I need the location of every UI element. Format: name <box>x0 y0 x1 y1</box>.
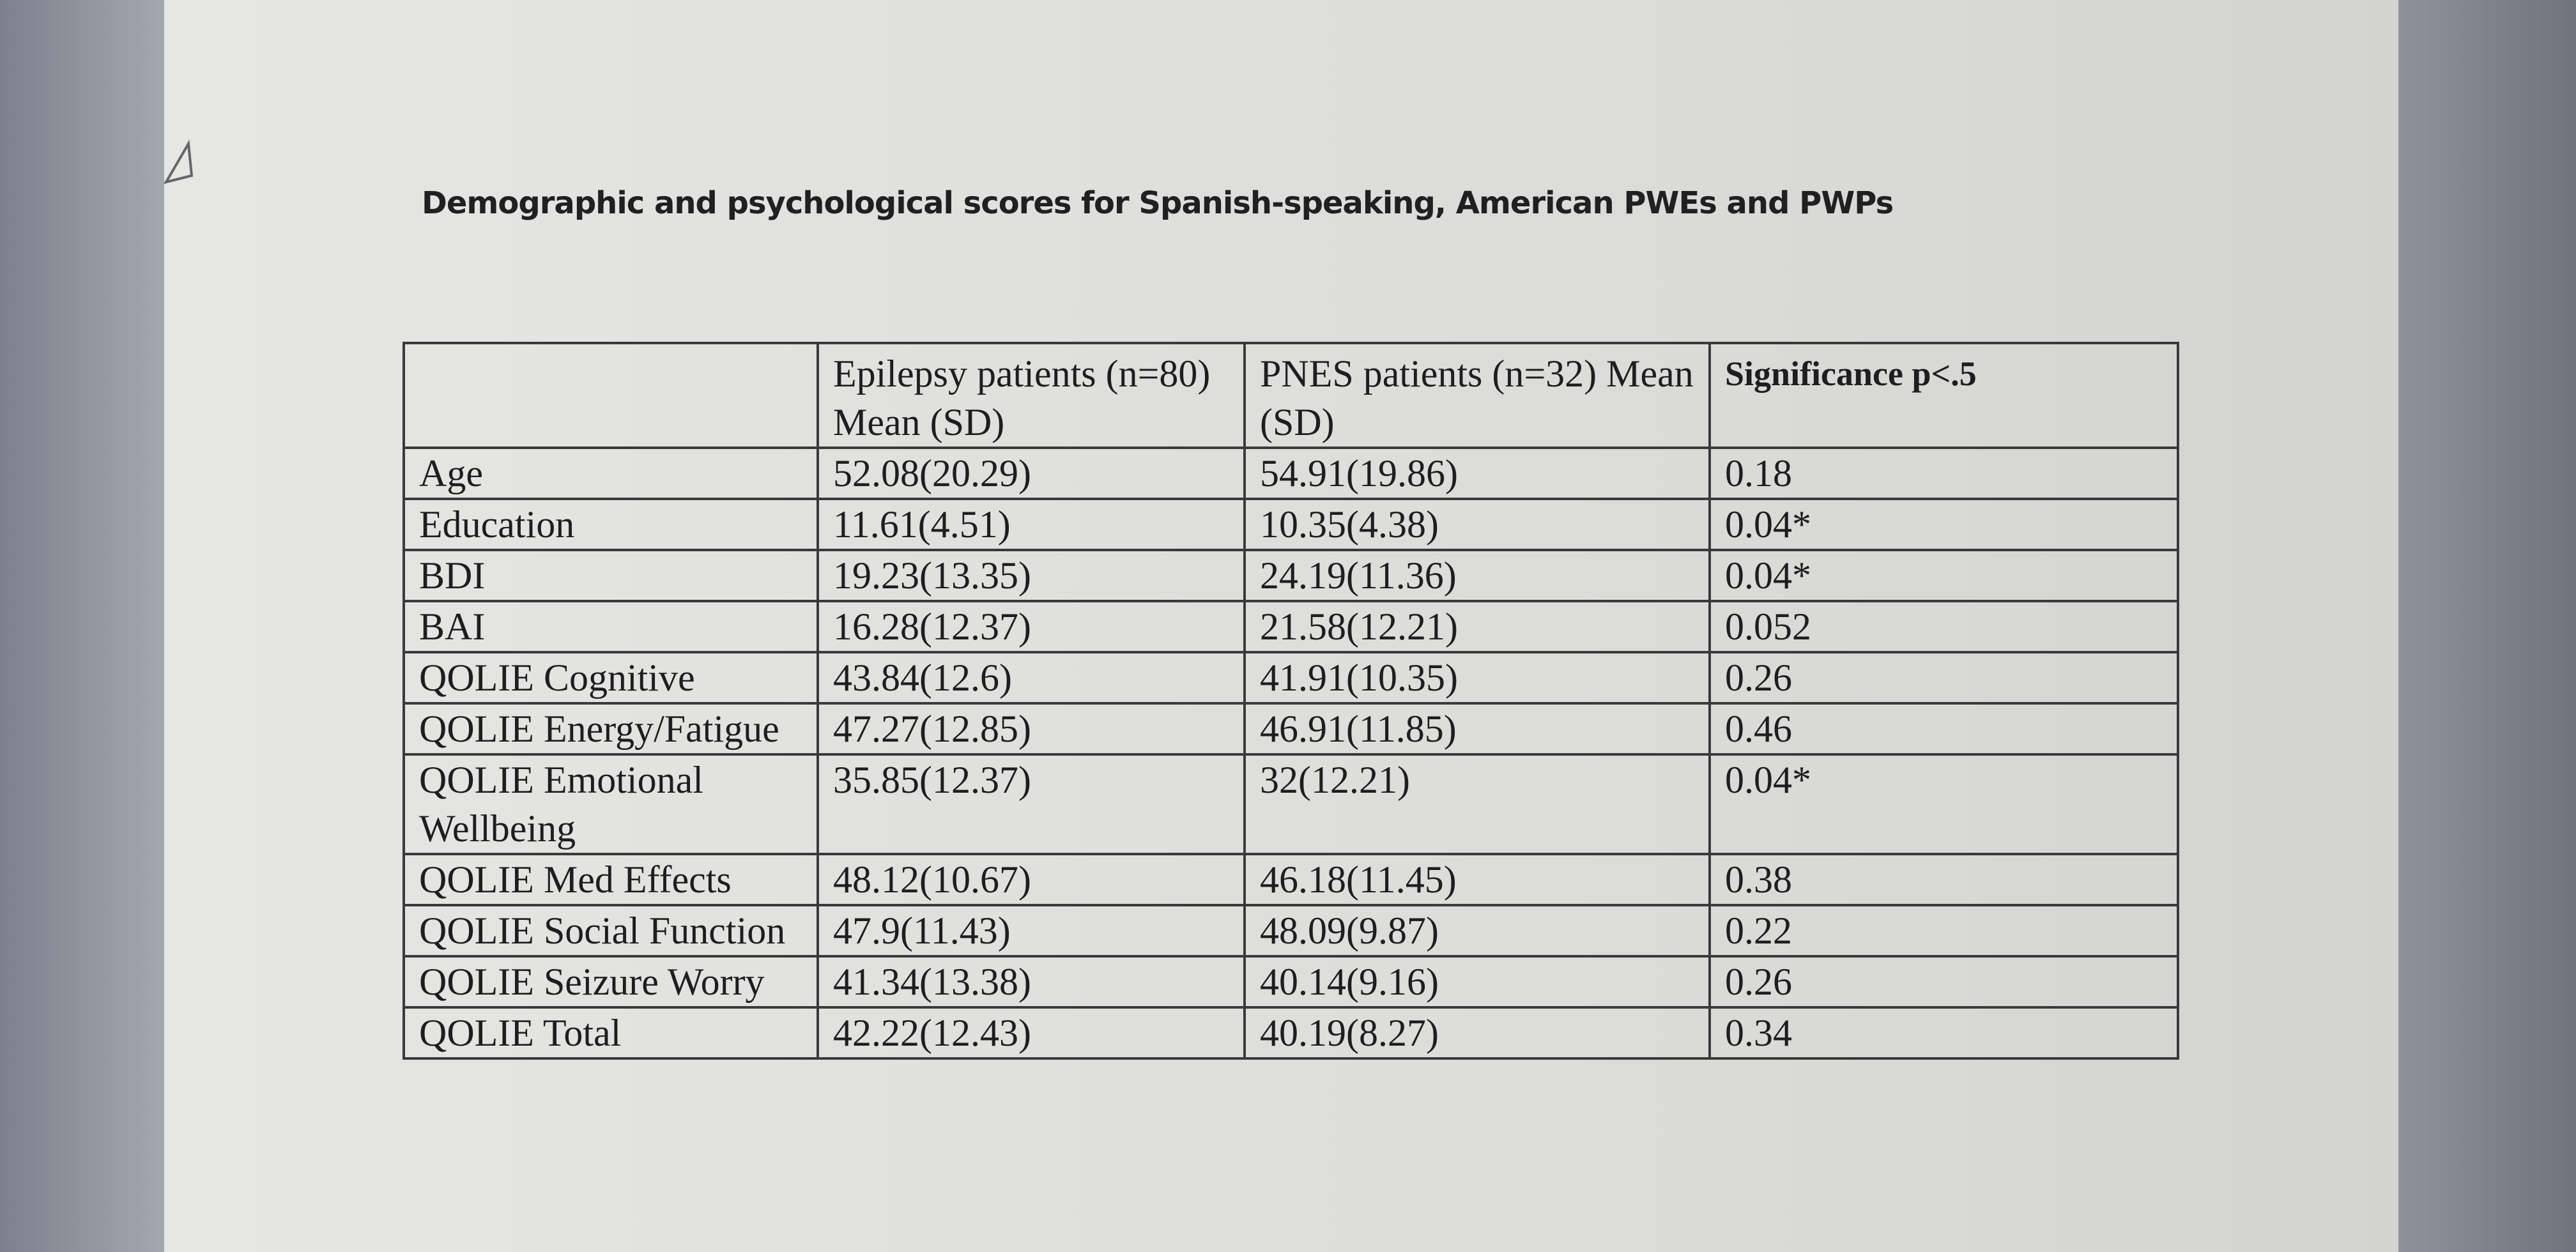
data-table: Epilepsy patients (n=80) Mean (SD) PNES p… <box>402 342 2179 1060</box>
table-row: Education 11.61(4.51) 10.35(4.38) 0.04* <box>402 498 2179 551</box>
data-cell: 21.58(12.21) <box>1243 600 1711 653</box>
row-label: Age <box>402 447 819 500</box>
row-label: QOLIE Emotional Wellbeing <box>402 753 819 855</box>
data-cell: 0.18 <box>1708 447 2179 500</box>
data-cell: 40.14(9.16) <box>1243 955 1711 1009</box>
table-row: QOLIE Total 42.22(12.43) 40.19(8.27) 0.34 <box>402 1006 2179 1060</box>
data-cell: 0.26 <box>1708 651 2179 705</box>
table-row: QOLIE Emotional Wellbeing 35.85(12.37) 32(… <box>402 753 2179 855</box>
table-row: QOLIE Energy/Fatigue 47.27(12.85) 46.91(11… <box>402 702 2179 756</box>
row-label: Education <box>402 498 819 551</box>
table-row: QOLIE Med Effects 48.12(10.67) 46.18(11.45… <box>402 853 2179 906</box>
data-cell: 46.91(11.85) <box>1243 702 1711 756</box>
data-cell: 54.91(19.86) <box>1243 447 1711 500</box>
row-label: BDI <box>402 549 819 602</box>
data-cell: 0.38 <box>1708 853 2179 906</box>
row-label: QOLIE Total <box>402 1006 819 1060</box>
header-cell: PNES patients (n=32) Mean (SD) <box>1243 342 1711 449</box>
row-label: QOLIE Energy/Fatigue <box>402 702 819 756</box>
table-row: QOLIE Seizure Worry 41.34(13.38) 40.14(9.1… <box>402 955 2179 1009</box>
data-cell: 0.34 <box>1708 1006 2179 1060</box>
data-cell: 48.09(9.87) <box>1243 904 1711 958</box>
data-cell: 24.19(11.36) <box>1243 549 1711 602</box>
row-label: QOLIE Cognitive <box>402 651 819 705</box>
table-row: QOLIE Cognitive 43.84(12.6) 41.91(10.35) 0.… <box>402 651 2179 705</box>
data-cell: 0.22 <box>1708 904 2179 958</box>
data-cell: 32(12.21) <box>1243 753 1711 855</box>
data-cell: 48.12(10.67) <box>816 853 1246 906</box>
header-row: Epilepsy patients (n=80) Mean (SD) PNES p… <box>402 342 2179 449</box>
row-label: QOLIE Seizure Worry <box>402 955 819 1009</box>
data-cell: 0.26 <box>1708 955 2179 1009</box>
data-cell: 47.9(11.43) <box>816 904 1246 958</box>
table-title: Demographic and psychological scores for… <box>422 185 1894 221</box>
data-cell: 19.23(13.35) <box>816 549 1246 602</box>
data-cell: 0.052 <box>1708 600 2179 653</box>
cursor-icon <box>163 139 194 185</box>
data-cell: 0.46 <box>1708 702 2179 756</box>
data-cell: 42.22(12.43) <box>816 1006 1246 1060</box>
table-row: Age 52.08(20.29) 54.91(19.86) 0.18 <box>402 447 2179 500</box>
header-cell: Epilepsy patients (n=80) Mean (SD) <box>816 342 1246 449</box>
row-label: QOLIE Med Effects <box>402 853 819 906</box>
header-cell: Significance p<.5 <box>1708 342 2179 449</box>
data-cell: 40.19(8.27) <box>1243 1006 1711 1060</box>
data-cell: 0.04* <box>1708 549 2179 602</box>
row-label: BAI <box>402 600 819 653</box>
data-cell: 11.61(4.51) <box>816 498 1246 551</box>
table-row: QOLIE Social Function 47.9(11.43) 48.09(9.… <box>402 904 2179 958</box>
data-cell: 41.91(10.35) <box>1243 651 1711 705</box>
data-cell: 10.35(4.38) <box>1243 498 1711 551</box>
data-cell: 47.27(12.85) <box>816 702 1246 756</box>
data-cell: 0.04* <box>1708 753 2179 855</box>
table-row: BAI 16.28(12.37) 21.58(12.21) 0.052 <box>402 600 2179 653</box>
data-cell: 0.04* <box>1708 498 2179 551</box>
data-cell: 46.18(11.45) <box>1243 853 1711 906</box>
table-row: BDI 19.23(13.35) 24.19(11.36) 0.04* <box>402 549 2179 602</box>
data-cell: 16.28(12.37) <box>816 600 1246 653</box>
header-cell <box>402 342 819 449</box>
data-cell: 41.34(13.38) <box>816 955 1246 1009</box>
data-cell: 35.85(12.37) <box>816 753 1246 855</box>
row-label: QOLIE Social Function <box>402 904 819 958</box>
data-cell: 43.84(12.6) <box>816 651 1246 705</box>
data-cell: 52.08(20.29) <box>816 447 1246 500</box>
